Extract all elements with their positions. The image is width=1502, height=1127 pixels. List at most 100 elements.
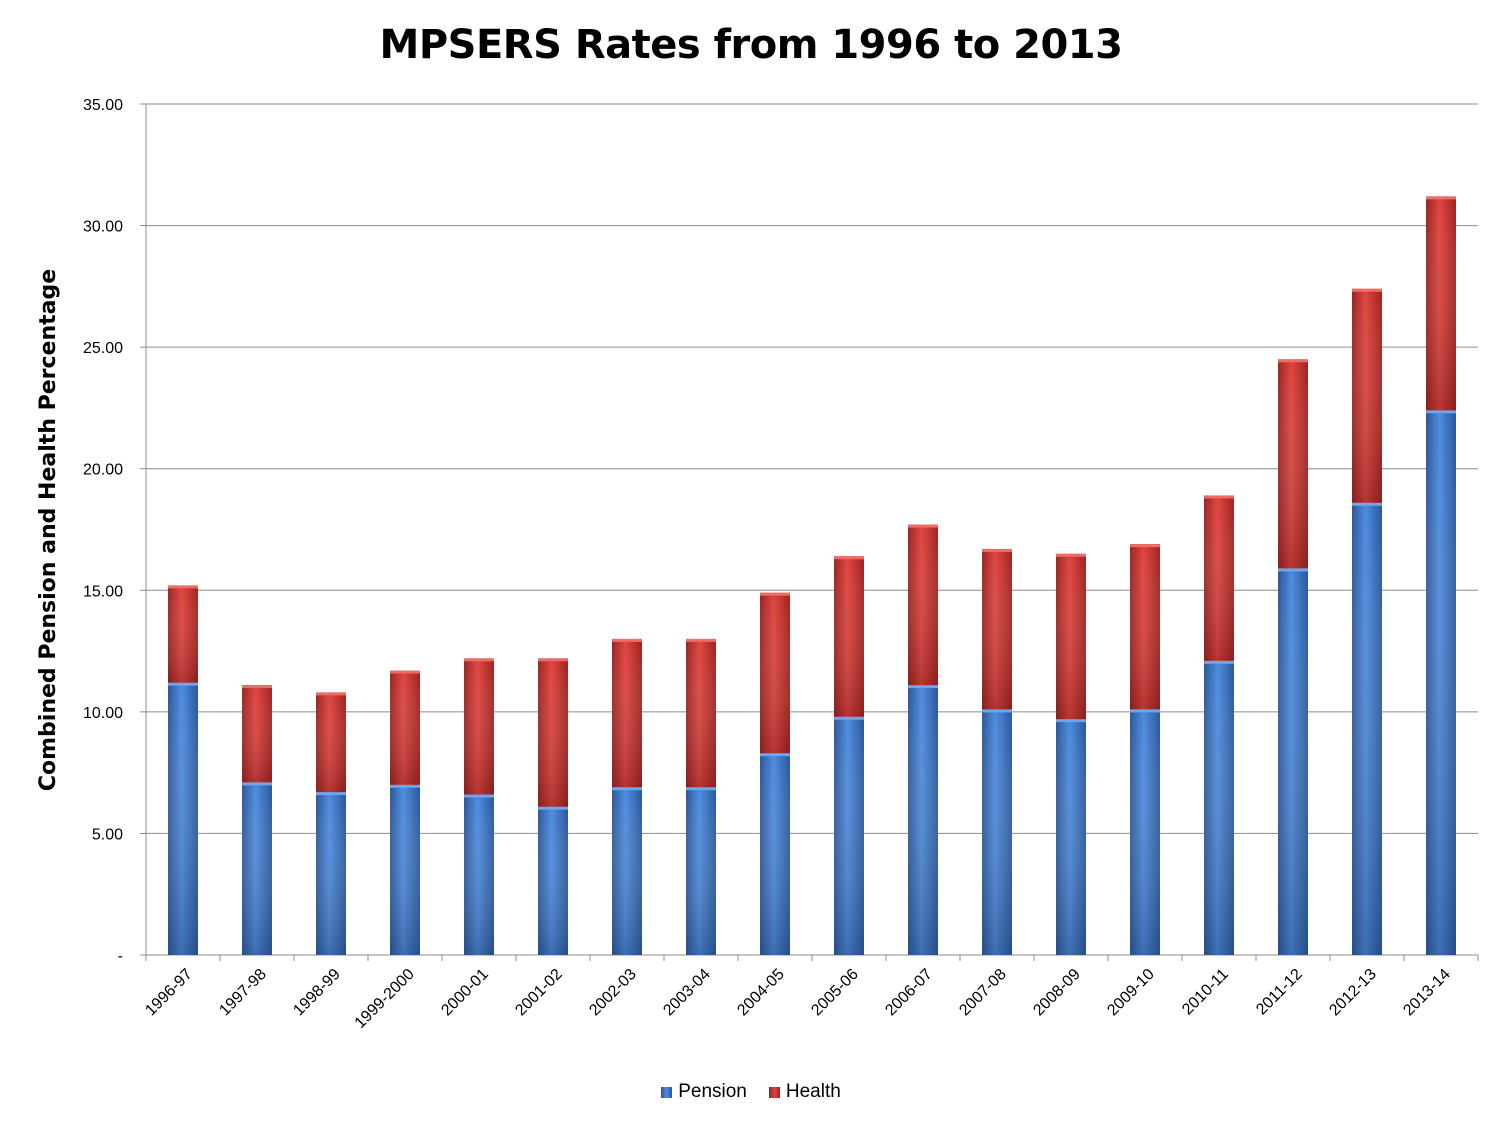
bar-health-cap [1204, 495, 1234, 499]
axes [140, 103, 1479, 961]
x-tick-label: 1996-97 [142, 966, 196, 1020]
bar-pension-shade [908, 685, 938, 955]
bar-pension-cap [834, 716, 864, 720]
bar-pension-cap [168, 682, 198, 686]
bar-health-shade [390, 670, 420, 785]
bar-health-cap [538, 658, 568, 662]
bar-pension-cap [242, 782, 272, 786]
bar-pension-cap [1204, 660, 1234, 664]
bar-health-cap [1352, 288, 1382, 292]
bar-pension-cap [1130, 709, 1160, 713]
x-tick-label: 2006-07 [882, 966, 936, 1020]
legend-swatch-pension [661, 1086, 673, 1098]
x-tick-label: 2004-05 [734, 966, 788, 1020]
bar-health-shade [242, 685, 272, 783]
bar-health-cap [316, 692, 346, 696]
bar-pension-cap [538, 806, 568, 810]
y-tick-label: 25.00 [83, 340, 123, 357]
bar-pension-cap [316, 792, 346, 796]
legend-swatch-health [768, 1086, 780, 1098]
x-tick-label: 1997-98 [216, 966, 270, 1020]
bar-pension-cap [1352, 502, 1382, 506]
bar-health-shade [686, 638, 716, 788]
bar-health-shade [1352, 288, 1382, 503]
bar-health-shade [316, 692, 346, 793]
y-tick-label: 20.00 [83, 462, 123, 479]
legend: Pension Health [0, 1081, 1502, 1103]
x-tick-label: 2009-10 [1104, 966, 1158, 1020]
bar-pension-shade [242, 782, 272, 955]
bar-health-shade [1278, 359, 1308, 569]
bar-health-cap [1278, 359, 1308, 363]
bar-health-cap [908, 524, 938, 528]
x-tick-label: 2011-12 [1253, 966, 1306, 1019]
bar-pension-shade [1352, 502, 1382, 955]
bar-health-shade [1426, 196, 1456, 411]
bar-pension-shade [1426, 410, 1456, 955]
bar-pension-shade [686, 787, 716, 955]
bar-health-cap [242, 685, 272, 689]
bar-pension-shade [168, 682, 198, 955]
bar-health-shade [168, 585, 198, 683]
y-tick-label: 35.00 [83, 97, 123, 114]
bar-health-cap [464, 658, 494, 662]
bar-health-cap [1426, 196, 1456, 200]
bar-pension-cap [1426, 410, 1456, 414]
bar-pension-shade [612, 787, 642, 955]
bar-health-cap [390, 670, 420, 674]
bar-health-cap [760, 592, 790, 596]
bar-pension-cap [908, 685, 938, 689]
bar-pension-shade [390, 784, 420, 955]
legend-item-pension: Pension [661, 1081, 747, 1103]
y-tick-label: 30.00 [83, 219, 123, 236]
bar-pension-shade [1130, 709, 1160, 955]
x-tick-label: 1999-2000 [352, 966, 418, 1032]
bar-health-shade [1056, 553, 1086, 720]
x-tick-label: 2012-13 [1326, 966, 1380, 1020]
bar-pension-shade [1204, 660, 1234, 955]
bar-pension-shade [316, 792, 346, 955]
y-tick-label: 10.00 [83, 705, 123, 722]
bar-health-shade [908, 524, 938, 686]
x-tick-label: 2008-09 [1030, 966, 1084, 1020]
bar-health-cap [168, 585, 198, 589]
bar-health-shade [612, 638, 642, 788]
bar-pension-shade [538, 806, 568, 955]
bars [168, 196, 1456, 955]
bar-pension-shade [982, 709, 1012, 955]
y-tick-label: 5.00 [92, 826, 123, 843]
y-tick-label: - [118, 948, 123, 965]
bar-health-cap [1056, 553, 1086, 557]
bar-pension-shade [834, 716, 864, 955]
bar-health-cap [686, 638, 716, 642]
chart-title: MPSERS Rates from 1996 to 2013 [379, 22, 1123, 68]
legend-label-pension: Pension [678, 1081, 747, 1102]
bar-pension-cap [1278, 568, 1308, 572]
bar-health-shade [982, 548, 1012, 710]
bar-pension-shade [1278, 568, 1308, 955]
x-tick-label: 2001-02 [512, 966, 566, 1020]
x-tick-label: 2002-03 [586, 966, 640, 1020]
legend-item-health: Health [768, 1081, 841, 1103]
bar-pension-cap [760, 753, 790, 757]
bar-health-shade [834, 556, 864, 717]
bar-health-cap [834, 556, 864, 560]
bar-pension-cap [686, 787, 716, 791]
x-tick-label: 1998-99 [290, 966, 344, 1020]
gridlines [146, 103, 1478, 834]
bar-pension-cap [390, 784, 420, 788]
legend-label-health: Health [785, 1081, 841, 1102]
bar-health-shade [538, 658, 568, 807]
bar-pension-cap [464, 794, 494, 798]
bar-pension-shade [760, 753, 790, 955]
x-tick-label: 2000-01 [438, 966, 492, 1020]
x-tick-label: 2005-06 [808, 966, 862, 1020]
bar-health-cap [982, 548, 1012, 552]
y-tick-label: 15.00 [83, 583, 123, 600]
y-axis-title: Combined Pension and Health Percentage [36, 269, 61, 791]
bar-health-shade [1204, 495, 1234, 661]
x-tick-label: 2013-14 [1400, 966, 1454, 1020]
x-tick-label: 2010-11 [1179, 966, 1232, 1019]
bar-pension-cap [1056, 719, 1086, 723]
